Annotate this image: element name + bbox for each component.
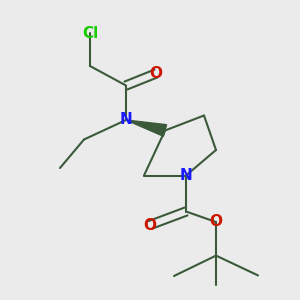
Polygon shape [126, 120, 167, 136]
Text: N: N [180, 168, 192, 183]
Text: O: O [149, 66, 163, 81]
Text: O: O [143, 218, 157, 232]
Text: O: O [209, 214, 223, 230]
Text: N: N [120, 112, 132, 128]
Text: Cl: Cl [82, 26, 98, 40]
